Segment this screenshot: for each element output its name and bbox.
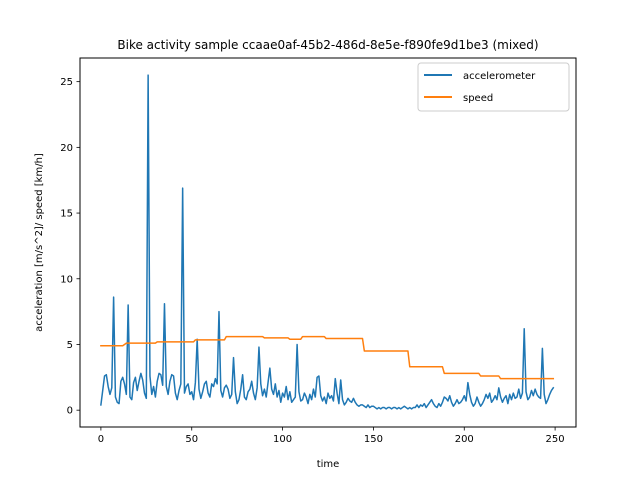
- axes-frame: [79, 57, 577, 428]
- plot-area: [100, 74, 555, 410]
- y-tick-label: 10: [60, 274, 73, 285]
- x-tick-label: 200: [455, 434, 474, 445]
- x-tick-label: 0: [98, 434, 104, 445]
- x-tick-label: 150: [364, 434, 383, 445]
- chart-title: Bike activity sample ccaae0af-45b2-486d-…: [117, 38, 538, 52]
- y-axis-label: acceleration [m/s^2]/ speed [km/h]: [34, 153, 45, 332]
- y-tick-label: 25: [60, 77, 73, 88]
- y-tick-label: 15: [60, 209, 73, 220]
- y-tick-label: 20: [60, 143, 73, 154]
- legend-label-accelerometer: accelerometer: [463, 71, 536, 82]
- y-tick-label: 5: [67, 340, 73, 351]
- axis-ticks: 0 50 100 150 200 250 0 5 10 15 20 25: [60, 77, 564, 445]
- series-line-speed: [100, 335, 555, 380]
- legend: accelerometer speed: [417, 62, 570, 112]
- x-tick-label: 100: [273, 434, 292, 445]
- x-axis-label: time: [317, 459, 340, 470]
- legend-label-speed: speed: [463, 93, 493, 104]
- x-tick-label: 50: [185, 434, 198, 445]
- legend-box: [417, 62, 570, 112]
- x-tick-label: 250: [546, 434, 565, 445]
- series-line-accelerometer: [100, 74, 555, 410]
- y-tick-label: 0: [67, 406, 73, 417]
